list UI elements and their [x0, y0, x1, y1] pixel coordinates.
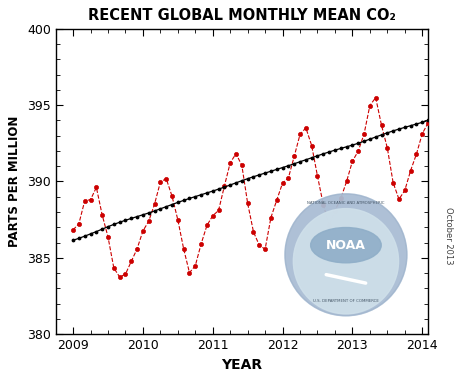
Text: October 2013: October 2013	[444, 207, 454, 264]
Y-axis label: PARTS PER MILLION: PARTS PER MILLION	[8, 116, 21, 247]
X-axis label: YEAR: YEAR	[221, 358, 262, 372]
Title: RECENT GLOBAL MONTHLY MEAN CO₂: RECENT GLOBAL MONTHLY MEAN CO₂	[88, 8, 396, 23]
